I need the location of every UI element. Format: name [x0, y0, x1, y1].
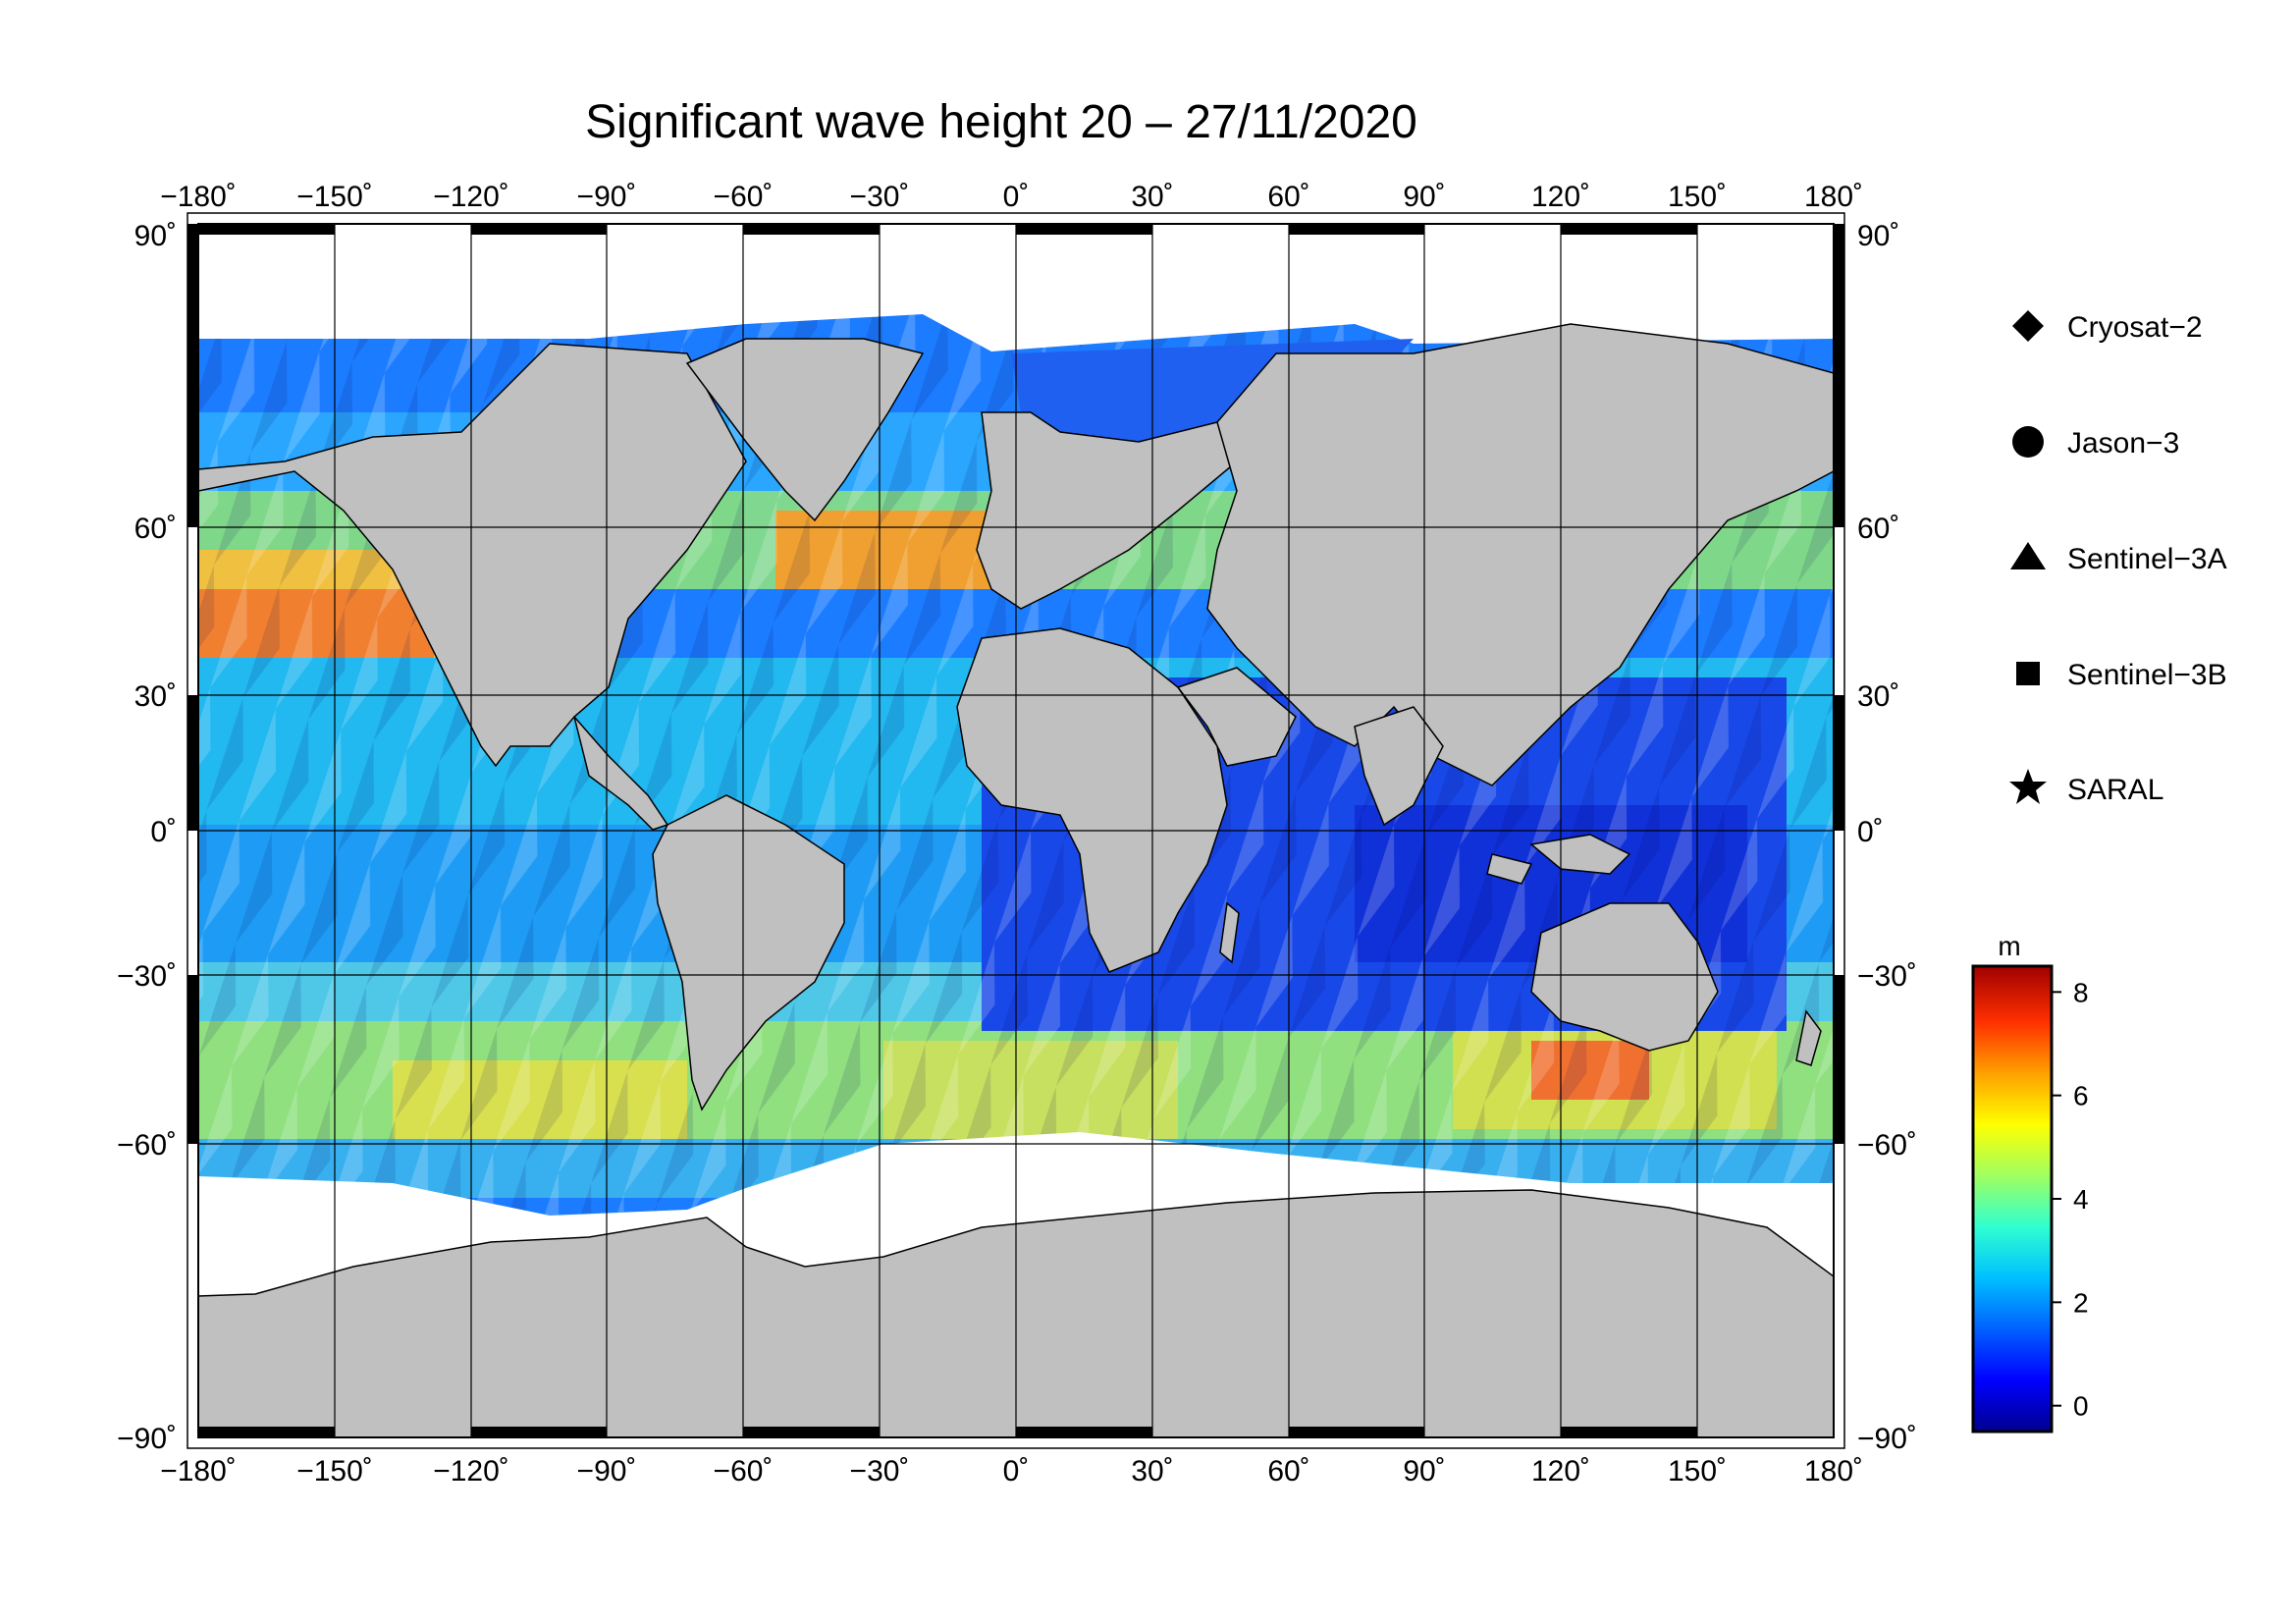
lat-tick-left: −30˚	[117, 960, 177, 993]
colorbar-ticks: 0 2 4 6 8	[2052, 977, 2089, 1422]
lon-tick-bottom: 120˚	[1531, 1455, 1590, 1488]
lat-tick-right: 30˚	[1857, 680, 1899, 713]
colorbar-tick-label: 8	[2073, 977, 2089, 1007]
lat-tick-right: −90˚	[1857, 1423, 1917, 1455]
lon-ticks-top: −180˚ −150˚ −120˚ −90˚ −60˚ −30˚ 0˚ 30˚ …	[160, 181, 1863, 213]
colorbar-unit: m	[1998, 931, 2020, 961]
colorbar: m 0 2 4 6 8	[1971, 931, 2089, 1434]
legend-label: Jason−3	[2067, 427, 2179, 460]
lat-tick-right: −60˚	[1857, 1129, 1917, 1162]
map-panel	[198, 224, 1834, 1437]
lon-tick-bottom: 0˚	[1003, 1455, 1030, 1488]
lat-tick-left: 60˚	[134, 513, 177, 545]
diamond-icon	[2012, 310, 2044, 342]
lon-tick-top: 150˚	[1668, 181, 1727, 213]
lon-tick-bottom: 180˚	[1804, 1455, 1863, 1488]
legend-item: Jason−3	[2012, 426, 2179, 460]
lat-tick-right: 90˚	[1857, 220, 1899, 252]
star-icon	[2009, 769, 2047, 804]
lon-tick-bottom: −90˚	[577, 1455, 637, 1488]
lon-tick-bottom: −60˚	[714, 1455, 774, 1488]
colorbar-tick-label: 4	[2073, 1184, 2089, 1215]
graticule	[198, 224, 1834, 1437]
lon-tick-bottom: 90˚	[1403, 1455, 1445, 1488]
lat-tick-right: 60˚	[1857, 513, 1899, 545]
satellite-legend: Cryosat−2 Jason−3 Sentinel−3A Sentinel−3…	[2009, 310, 2227, 806]
lat-tick-left: −60˚	[117, 1129, 177, 1162]
lon-ticks-bottom: −180˚ −150˚ −120˚ −90˚ −60˚ −30˚ 0˚ 30˚ …	[160, 1455, 1863, 1488]
map-frame	[187, 212, 1845, 1449]
lon-tick-top: 90˚	[1403, 181, 1445, 213]
lon-tick-top: 0˚	[1003, 181, 1030, 213]
colorbar-scale	[1971, 964, 2054, 1434]
lon-tick-top: 120˚	[1531, 181, 1590, 213]
colorbar-tick-label: 6	[2073, 1081, 2089, 1111]
lon-tick-top: −90˚	[577, 181, 637, 213]
lon-tick-top: −180˚	[160, 181, 237, 213]
lon-tick-top: 30˚	[1131, 181, 1173, 213]
lon-tick-bottom: 30˚	[1131, 1455, 1173, 1488]
lon-tick-bottom: −150˚	[296, 1455, 373, 1488]
figure-title: Significant wave height 20 – 27/11/2020	[585, 96, 1417, 148]
lat-tick-right: −30˚	[1857, 960, 1917, 993]
legend-item: SARAL	[2009, 769, 2163, 806]
lon-tick-top: −120˚	[433, 181, 509, 213]
legend-item: Sentinel−3B	[2016, 659, 2227, 691]
legend-label: Cryosat−2	[2067, 311, 2203, 344]
colorbar-tick-label: 2	[2073, 1287, 2089, 1318]
square-icon	[2016, 662, 2040, 685]
lon-tick-top: −30˚	[850, 181, 910, 213]
lat-tick-right: 0˚	[1857, 816, 1884, 848]
legend-item: Sentinel−3A	[2010, 542, 2227, 575]
circle-icon	[2012, 426, 2044, 458]
lon-tick-bottom: −30˚	[850, 1455, 910, 1488]
lat-ticks-left: 90˚ 60˚ 30˚ 0˚ −30˚ −60˚ −90˚	[117, 220, 177, 1455]
lon-tick-bottom: 150˚	[1668, 1455, 1727, 1488]
lat-tick-left: 30˚	[134, 680, 177, 713]
legend-label: SARAL	[2067, 774, 2163, 806]
legend-item: Cryosat−2	[2012, 310, 2203, 344]
colorbar-tick-label: 0	[2073, 1391, 2089, 1422]
legend-label: Sentinel−3A	[2067, 543, 2227, 575]
lon-tick-top: 180˚	[1804, 181, 1863, 213]
lon-tick-top: 60˚	[1267, 181, 1309, 213]
lon-tick-bottom: 60˚	[1267, 1455, 1309, 1488]
triangle-icon	[2010, 542, 2046, 569]
lon-tick-bottom: −120˚	[433, 1455, 509, 1488]
lon-tick-top: −150˚	[296, 181, 373, 213]
lat-tick-left: −90˚	[117, 1423, 177, 1455]
legend-label: Sentinel−3B	[2067, 659, 2227, 691]
lat-tick-left: 90˚	[134, 220, 177, 252]
lat-ticks-right: 90˚ 60˚ 30˚ 0˚ −30˚ −60˚ −90˚	[1857, 220, 1917, 1455]
lat-tick-left: 0˚	[150, 816, 177, 848]
lon-tick-bottom: −180˚	[160, 1455, 237, 1488]
lon-tick-top: −60˚	[714, 181, 774, 213]
